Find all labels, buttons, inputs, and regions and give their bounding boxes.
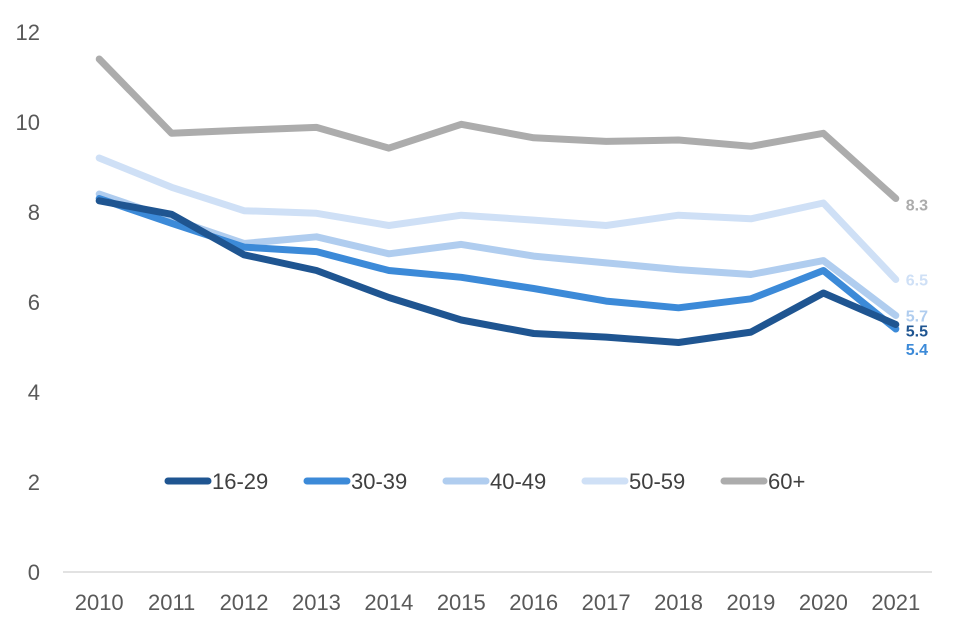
x-tick-label: 2021 — [871, 590, 920, 615]
series-line-50-59 — [95, 154, 900, 283]
legend-label-30-39: 30-39 — [351, 469, 407, 494]
series-line-30-39 — [95, 195, 900, 333]
x-tick-label: 2014 — [364, 590, 413, 615]
series-line-16-29 — [95, 197, 900, 346]
y-tick-label: 6 — [28, 290, 40, 315]
end-label-60+: 8.3 — [906, 198, 928, 215]
x-tick-label: 2012 — [220, 590, 269, 615]
series-lines — [95, 55, 900, 346]
end-label-40-49: 5.7 — [906, 309, 928, 326]
legend-label-16-29: 16-29 — [212, 469, 268, 494]
y-tick-label: 10 — [16, 110, 40, 135]
legend-label-40-49: 40-49 — [490, 469, 546, 494]
end-label-16-29: 5.5 — [906, 324, 928, 341]
x-tick-label: 2013 — [292, 590, 341, 615]
y-tick-label: 8 — [28, 200, 40, 225]
end-label-30-39: 5.4 — [906, 342, 928, 359]
x-tick-label: 2017 — [582, 590, 631, 615]
x-tick-label: 2016 — [509, 590, 558, 615]
series-line-60+ — [95, 55, 900, 202]
y-tick-label: 4 — [28, 380, 40, 405]
axes: 0 2 4 6 8 10 12 2010 2011 2012 2013 2014 2015 2016 201… — [16, 20, 932, 615]
x-tick-label: 2011 — [148, 590, 195, 615]
legend-label-50-59: 50-59 — [629, 469, 685, 494]
y-tick-label: 12 — [16, 20, 40, 45]
x-tick-label: 2010 — [75, 590, 124, 615]
y-tick-label: 0 — [28, 560, 40, 585]
x-tick-label: 2019 — [726, 590, 775, 615]
end-label-50-59: 6.5 — [906, 273, 928, 290]
x-tick-label: 2018 — [654, 590, 703, 615]
y-tick-label: 2 — [28, 470, 40, 495]
x-tick-label: 2020 — [799, 590, 848, 615]
legend: 16-29 30-39 40-49 50-59 60+ — [164, 469, 805, 494]
end-labels: 5.55.4 5.7 6.5 8.3 — [906, 198, 928, 360]
x-tick-label: 2015 — [437, 590, 486, 615]
legend-label-60+: 60+ — [768, 469, 805, 494]
series-line-40-49 — [95, 190, 900, 319]
